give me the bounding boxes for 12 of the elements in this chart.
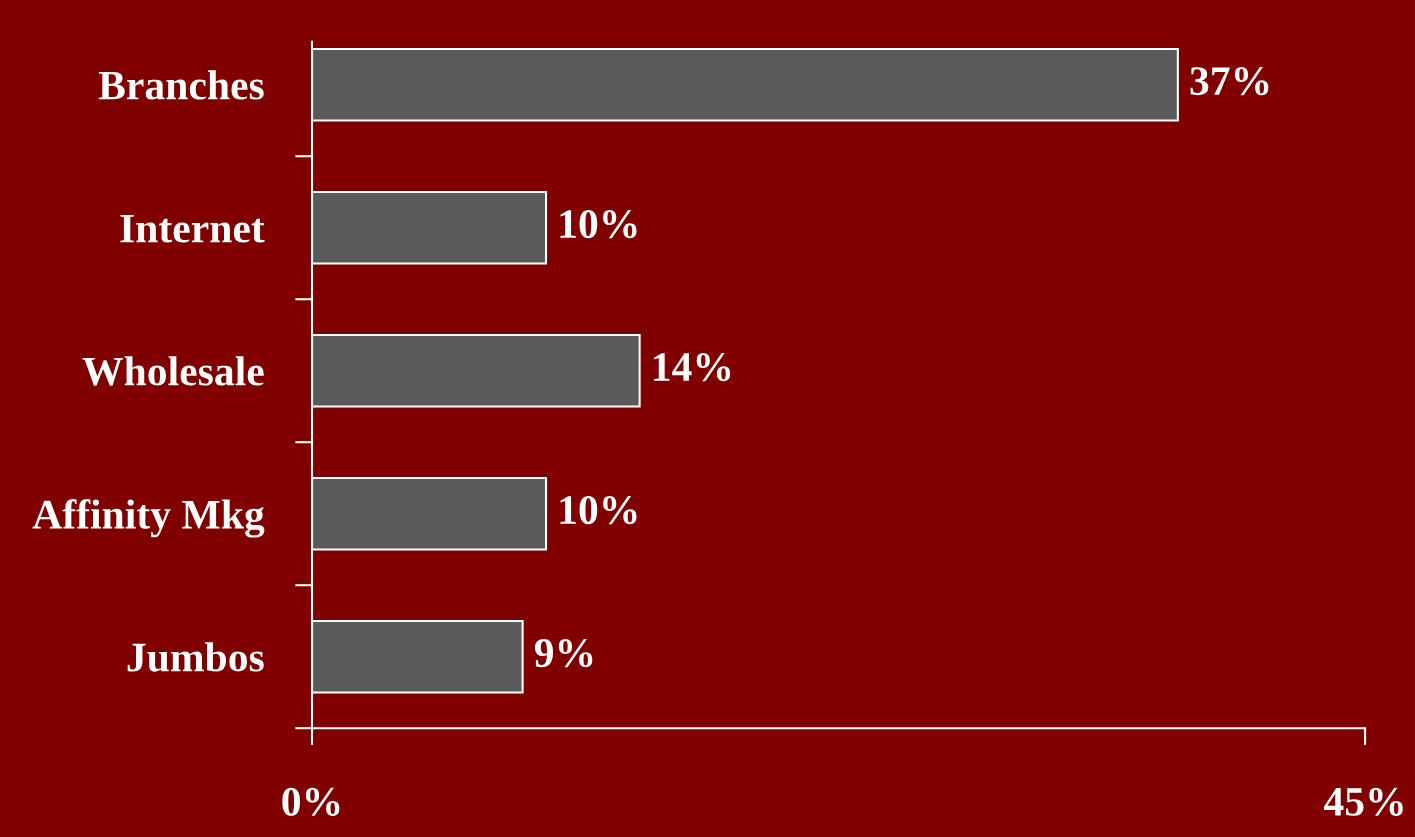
x-tick-label: 0% <box>282 787 340 816</box>
x-tick-label: 45% <box>1323 787 1403 816</box>
data-label: 10% <box>560 210 637 239</box>
data-label: 37% <box>1190 67 1269 96</box>
data-label: 10% <box>560 496 637 525</box>
y-tick-label: Internet <box>120 214 265 243</box>
data-label: 14% <box>654 353 731 382</box>
y-tick-label: Wholesale <box>82 356 264 386</box>
data-label: 9% <box>534 639 593 668</box>
y-tick-label: Jumbos <box>127 642 264 672</box>
y-tick-label: Branches <box>98 70 264 100</box>
y-tick-label: Affinity Mkg <box>32 499 265 538</box>
